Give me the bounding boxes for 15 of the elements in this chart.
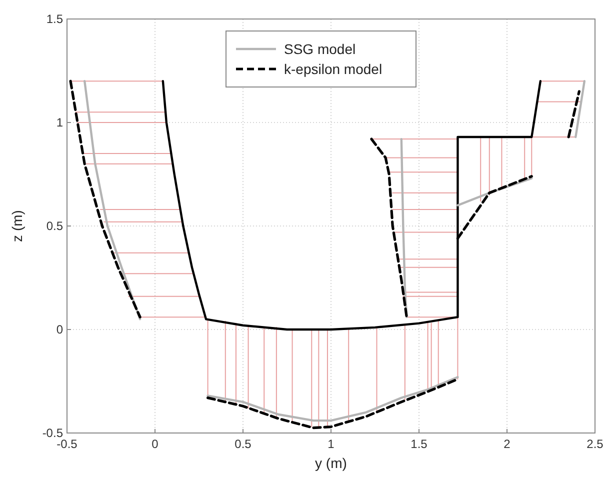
y-tick-label: 1 [56, 116, 64, 130]
x-tick-label: 1.5 [410, 437, 428, 451]
y-axis-title: z (m) [9, 210, 25, 242]
legend-label: k-epsilon model [284, 61, 382, 77]
x-tick-label: 0.5 [234, 437, 252, 451]
x-tick-label: 1 [328, 437, 335, 451]
x-axis-title: y (m) [315, 455, 347, 471]
legend-label: SSG model [284, 41, 356, 57]
y-tick-label: 1.5 [46, 12, 64, 26]
x-tick-label: 2.5 [586, 437, 604, 451]
y-tick-label: -0.5 [42, 426, 64, 440]
y-tick-label: 0.5 [46, 219, 64, 233]
y-tick-label: 0 [56, 322, 64, 336]
x-tick-label: 0 [152, 437, 159, 451]
x-tick-label: 2 [504, 437, 511, 451]
